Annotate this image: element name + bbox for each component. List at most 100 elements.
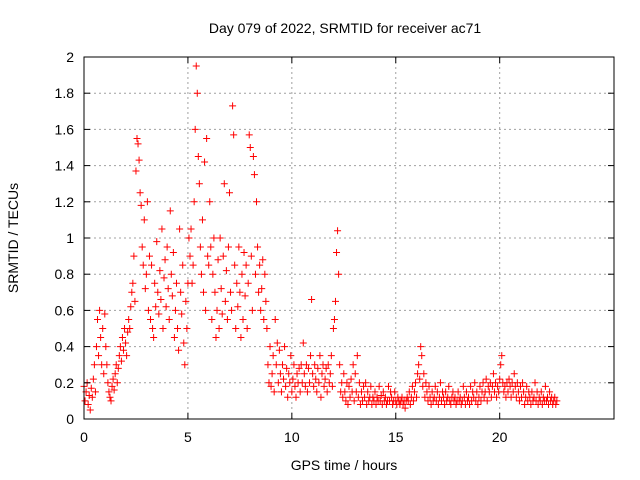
data-point (171, 306, 179, 314)
data-point (339, 393, 347, 401)
data-point (247, 252, 255, 260)
data-point (523, 382, 531, 390)
data-point (227, 288, 235, 296)
data-point (243, 325, 251, 332)
data-point (307, 352, 315, 360)
data-point (552, 401, 560, 409)
data-point (273, 339, 281, 347)
data-point (288, 388, 296, 396)
data-point (496, 375, 504, 383)
data-point (382, 401, 390, 409)
data-point (89, 375, 97, 383)
data-point (479, 379, 487, 387)
data-point (152, 303, 160, 311)
x-tick-label: 15 (388, 429, 404, 445)
data-point (241, 292, 249, 300)
data-point (477, 397, 485, 405)
data-point (215, 325, 223, 332)
data-point (170, 334, 178, 342)
data-point (154, 288, 162, 296)
data-point (377, 391, 385, 399)
data-point (492, 379, 500, 387)
data-point (141, 285, 149, 293)
data-point (96, 306, 104, 314)
data-point (324, 361, 332, 369)
data-point (379, 388, 387, 396)
data-point (515, 397, 523, 405)
data-point (301, 382, 309, 390)
data-point (326, 370, 334, 378)
data-point (256, 261, 264, 269)
data-point (110, 386, 118, 394)
data-point (123, 352, 131, 360)
data-point (195, 180, 203, 188)
data-point (191, 125, 199, 133)
data-point (357, 388, 365, 396)
data-point (147, 315, 155, 323)
data-point (165, 315, 173, 323)
x-tick-label: 5 (184, 429, 192, 445)
data-point (108, 382, 116, 390)
data-point (224, 243, 232, 251)
data-point (92, 343, 100, 351)
data-point (234, 303, 242, 311)
data-point (266, 343, 274, 351)
data-point (336, 361, 344, 369)
data-point (283, 364, 291, 372)
data-point (302, 361, 310, 369)
data-point (434, 401, 442, 409)
data-point (281, 343, 289, 351)
data-point (356, 401, 364, 409)
data-point (212, 334, 220, 342)
data-point (117, 357, 125, 365)
data-point (264, 361, 272, 369)
data-point (353, 352, 361, 360)
data-point (167, 270, 175, 278)
data-point (155, 310, 163, 318)
data-point (300, 370, 308, 378)
y-axis-label: SRMTID / TECUs (5, 183, 21, 293)
data-point (313, 388, 321, 396)
x-tick-label: 20 (492, 429, 508, 445)
data-point (151, 279, 159, 287)
data-point (255, 288, 263, 296)
data-point (538, 401, 546, 409)
data-point (208, 315, 216, 323)
data-point (233, 279, 241, 287)
data-point (190, 198, 198, 206)
data-point (277, 388, 285, 396)
data-point (285, 370, 293, 378)
data-point (419, 382, 427, 390)
data-point (220, 180, 228, 188)
data-point (254, 243, 262, 251)
data-point (521, 401, 529, 409)
data-point (498, 352, 506, 360)
data-point (291, 382, 299, 390)
data-point (198, 216, 206, 224)
data-point (177, 288, 185, 296)
data-point (494, 382, 502, 390)
data-point (282, 382, 290, 390)
data-point (309, 370, 317, 378)
data-point (262, 297, 270, 305)
data-point (197, 270, 205, 278)
axis-ticks (83, 56, 614, 420)
data-point (375, 382, 383, 390)
data-point (406, 401, 414, 409)
data-point (213, 306, 221, 314)
data-point (401, 404, 409, 412)
data-point (505, 375, 513, 383)
data-point (244, 279, 252, 287)
data-point (217, 285, 225, 293)
data-point (131, 297, 139, 305)
data-point (192, 62, 200, 70)
data-point (306, 379, 314, 387)
data-point (142, 270, 150, 278)
data-point (148, 261, 156, 269)
data-point (373, 393, 381, 401)
data-point (139, 261, 147, 269)
data-point (493, 393, 501, 401)
data-point (311, 361, 319, 369)
data-point (320, 382, 328, 390)
